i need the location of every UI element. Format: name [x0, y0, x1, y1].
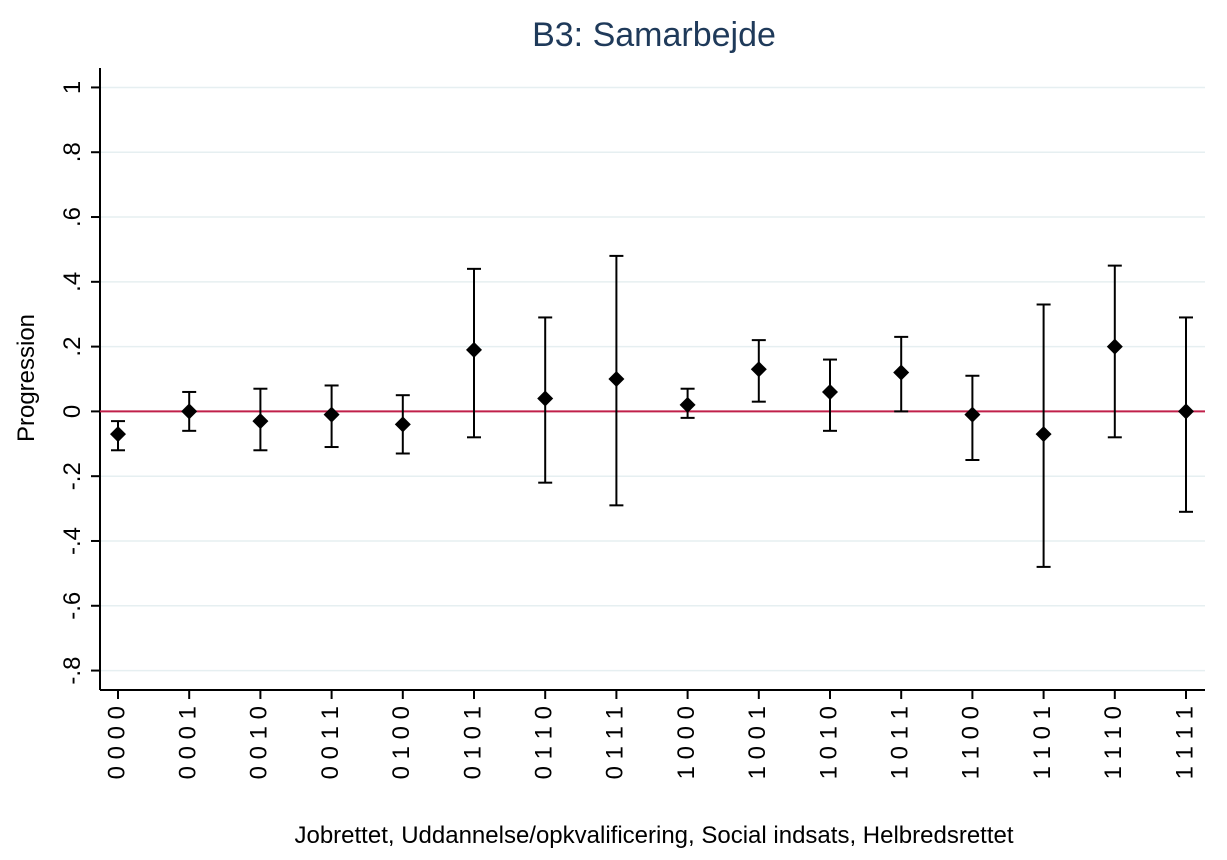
point	[394, 416, 411, 433]
point	[181, 403, 198, 420]
x-axis-label: Jobrettet, Uddannelse/opkvalificering, S…	[294, 822, 1013, 849]
x-tick-label: 0 1 1 0	[531, 706, 558, 779]
point	[893, 364, 910, 381]
y-tick-label: -.6	[59, 592, 86, 620]
x-tick-label: 0 0 1 0	[246, 706, 273, 779]
point	[1178, 403, 1194, 420]
x-tick-label: 1 1 0 0	[958, 706, 985, 779]
x-tick-label: 1 0 0 0	[673, 706, 700, 779]
x-tick-label: 0 0 0 1	[175, 706, 202, 779]
x-tick-label: 1 0 1 1	[887, 706, 914, 779]
y-tick-label: .6	[59, 207, 86, 227]
x-tick-label: 0 0 0 0	[103, 706, 130, 779]
x-tick-label: 1 0 1 0	[815, 706, 842, 779]
y-tick-label: 0	[59, 405, 86, 418]
x-tick-label: 1 1 0 1	[1029, 706, 1056, 779]
x-tick-label: 0 0 1 1	[317, 706, 344, 779]
y-axis-label: Progression	[13, 314, 40, 442]
x-tick-label: 1 1 1 1	[1171, 706, 1198, 779]
point	[1035, 426, 1052, 443]
point	[964, 406, 981, 423]
y-tick-label: -.4	[59, 527, 86, 555]
x-tick-label: 0 1 0 1	[459, 706, 486, 779]
point	[323, 406, 340, 423]
point	[466, 341, 482, 358]
y-tick-label: -.8	[59, 657, 86, 685]
y-tick-label: 1	[59, 81, 86, 94]
point	[252, 413, 269, 430]
point	[110, 426, 126, 443]
point	[750, 361, 767, 378]
y-tick-label: -.2	[59, 462, 86, 490]
x-tick-label: 0 1 0 0	[388, 706, 415, 779]
x-tick-label: 1 0 0 1	[744, 706, 771, 779]
point	[608, 371, 625, 387]
point	[679, 396, 696, 413]
point	[1106, 338, 1123, 355]
x-tick-label: 1 1 1 0	[1100, 706, 1127, 779]
chart-title: B3: Samarbejde	[532, 16, 776, 54]
y-tick-label: .4	[59, 272, 86, 292]
y-tick-label: .8	[59, 142, 86, 162]
point	[537, 390, 554, 407]
y-tick-label: .2	[59, 337, 86, 357]
x-tick-label: 0 1 1 1	[602, 706, 629, 779]
point	[822, 383, 838, 400]
